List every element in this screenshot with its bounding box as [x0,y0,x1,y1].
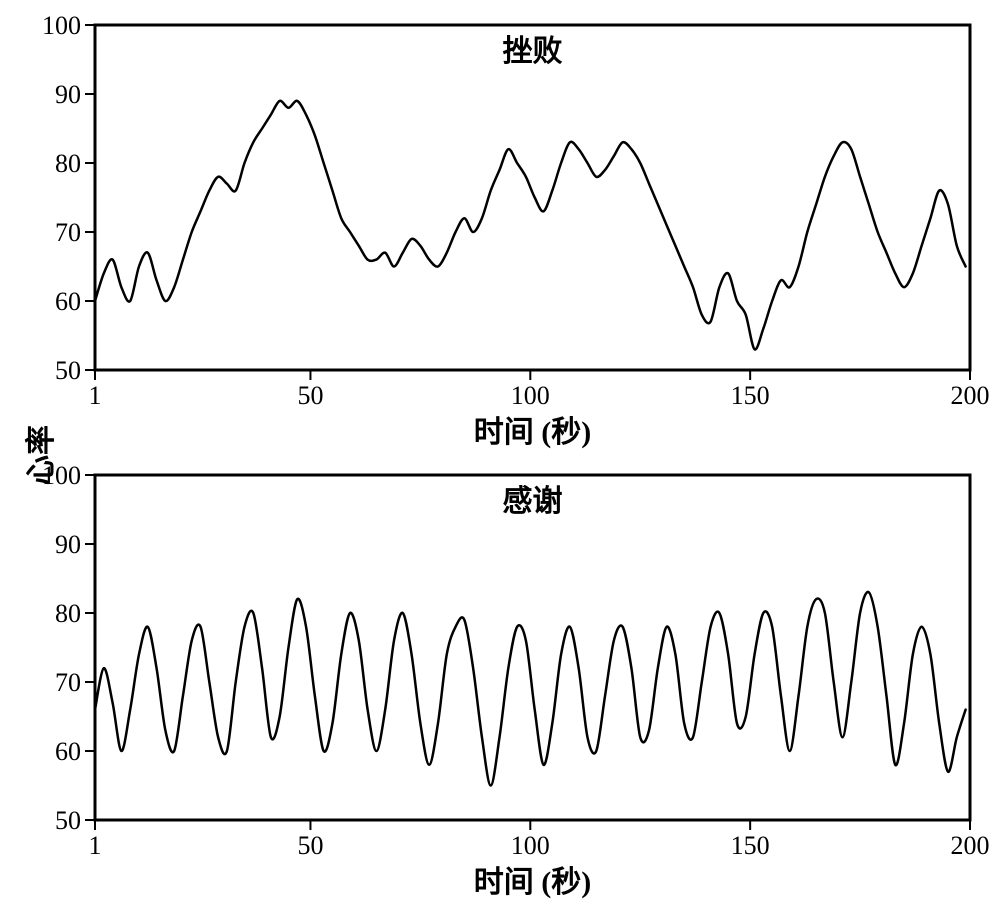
chart-panel-1: 5060708090100150100150200时间 (秒)感谢 [42,461,990,899]
y-tick-label: 100 [42,11,81,40]
panel-title: 感谢 [503,485,563,518]
y-tick-label: 50 [55,806,81,835]
x-tick-label: 150 [731,381,770,410]
y-tick-label: 60 [55,737,81,766]
plot-border [95,25,970,370]
y-axis-label: 心率 [16,425,60,485]
y-tick-label: 80 [55,149,81,178]
x-tick-label: 1 [89,381,102,410]
chart-panel-0: 5060708090100150100150200时间 (秒)挫败 [42,11,990,449]
x-tick-label: 100 [511,381,550,410]
y-tick-label: 70 [55,218,81,247]
data-line [95,592,966,786]
x-tick-label: 1 [89,831,102,860]
y-tick-label: 90 [55,80,81,109]
data-line [95,101,966,350]
y-tick-label: 50 [55,356,81,385]
x-tick-label: 100 [511,831,550,860]
figure-container: { "figure": { "width": 1000, "height": 9… [0,0,1000,910]
x-axis-label: 时间 (秒) [474,866,591,899]
plot-border [95,475,970,820]
x-tick-label: 200 [951,831,990,860]
x-tick-label: 150 [731,831,770,860]
x-tick-label: 50 [297,831,323,860]
panel-title: 挫败 [503,35,563,68]
y-tick-label: 80 [55,599,81,628]
y-tick-label: 60 [55,287,81,316]
x-axis-label: 时间 (秒) [474,416,591,449]
chart-svg: 5060708090100150100150200时间 (秒)挫败5060708… [0,0,1000,910]
y-tick-label: 90 [55,530,81,559]
y-tick-label: 70 [55,668,81,697]
x-tick-label: 50 [297,381,323,410]
x-tick-label: 200 [951,381,990,410]
